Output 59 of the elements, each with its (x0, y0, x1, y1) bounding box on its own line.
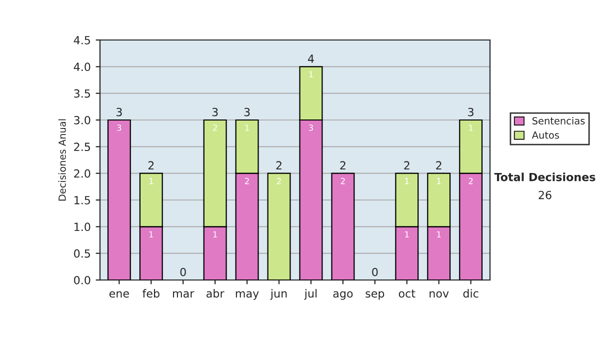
data-label: 3 (117, 124, 122, 131)
total-label: 0 (372, 268, 378, 276)
x-tick-label: ago (333, 291, 353, 300)
x-tick-label: oct (398, 290, 416, 298)
total-label: 2 (276, 161, 282, 170)
y-tick-label: 2.0 (74, 169, 90, 178)
y-tick-label: 3.5 (74, 89, 90, 98)
x-tick-label: mar (173, 291, 194, 298)
data-label: 1 (245, 124, 249, 131)
data-label: 1 (213, 231, 217, 238)
bar (331, 172, 355, 280)
data-label: 2 (245, 178, 249, 184)
bar (267, 172, 291, 280)
y-tick-label: 1.5 (74, 196, 90, 204)
y-tick-label: 2.5 (74, 142, 90, 152)
data-label: 1 (437, 231, 441, 238)
x-tick-label: abr (206, 289, 224, 298)
x-tick-label: dic (463, 289, 478, 298)
x-tick-label: feb (142, 289, 160, 298)
data-label: 2 (340, 178, 345, 184)
x-tick-label: jun (270, 289, 287, 300)
data-label: 1 (149, 178, 154, 184)
total-label: 3 (244, 108, 250, 116)
total-label: 2 (148, 161, 154, 170)
x-tick-label: may (236, 291, 259, 300)
total-label: 3 (212, 108, 218, 116)
legend-label: Autos (532, 132, 560, 139)
total-label: 4 (308, 54, 314, 63)
total-label: 2 (404, 161, 410, 170)
data-label: 1 (469, 124, 473, 131)
y-tick-label: 3.0 (74, 116, 90, 124)
data-label: 1 (309, 71, 313, 78)
y-tick-label: 4.0 (74, 62, 90, 72)
data-label: 2 (213, 124, 217, 131)
data-label: 2 (276, 178, 281, 184)
total-label: 0 (180, 268, 186, 276)
total-label: 3 (116, 108, 122, 116)
total-label: 3 (468, 108, 474, 116)
y-tick-label: 1.0 (74, 222, 90, 232)
data-label: 1 (149, 231, 154, 238)
y-tick-label: 4.5 (74, 36, 90, 44)
y-tick-label: 0.5 (74, 249, 90, 258)
data-label: 1 (405, 231, 409, 238)
x-tick-label: ene (109, 291, 129, 298)
text: 26 (538, 190, 552, 200)
data-label: 1 (405, 178, 409, 184)
y-tick-label: 0.0 (74, 276, 90, 284)
text: Total Decisiones (494, 172, 596, 182)
data-label: 2 (468, 178, 473, 184)
x-tick-label: nov (430, 291, 449, 298)
total-label: 2 (340, 161, 346, 170)
bar (107, 119, 131, 280)
legend-label: Sentencias (532, 116, 585, 124)
total-label: 2 (436, 161, 442, 170)
y-axis-title: Decisiones Anual (58, 119, 66, 201)
data-label: 1 (437, 178, 441, 184)
x-tick-label: jul (304, 289, 317, 300)
x-tick-label: sep (366, 291, 384, 300)
data-label: 3 (308, 124, 313, 131)
